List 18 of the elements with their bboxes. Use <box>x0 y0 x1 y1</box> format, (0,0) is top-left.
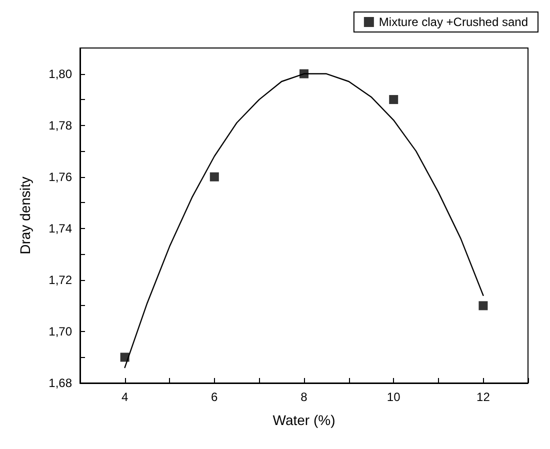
point <box>478 301 488 310</box>
x-tick-label: 12 <box>476 390 490 404</box>
point <box>210 172 219 182</box>
y-tick-label: 1,76 <box>48 170 72 184</box>
point <box>389 95 398 104</box>
x-tick-label: 10 <box>386 390 401 404</box>
y-tick-label: 1,70 <box>48 324 72 338</box>
x-tick-label: 8 <box>300 390 308 404</box>
y-axis-title: Dray density <box>17 176 33 254</box>
y-tick-label: 1,80 <box>48 66 72 81</box>
legend-label: Mixture clay +Crushed sand <box>378 15 528 29</box>
y-tick-label: 1,78 <box>48 118 72 132</box>
x-tick-label: 4 <box>121 390 128 404</box>
y-tick-label: 1,68 <box>48 376 72 390</box>
x-tick-label: 6 <box>211 390 218 404</box>
y-tick-label: 1,74 <box>48 221 72 236</box>
x-axis-title: Water (%) <box>272 412 336 428</box>
y-tick-label: 1,72 <box>48 272 72 287</box>
